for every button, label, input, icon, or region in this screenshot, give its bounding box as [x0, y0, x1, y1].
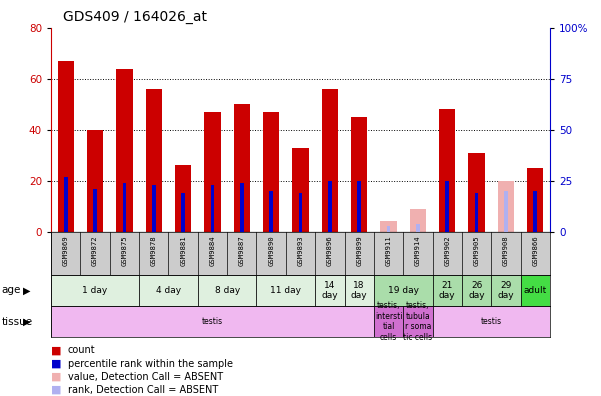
Text: 1 day: 1 day [82, 286, 108, 295]
Bar [293, 148, 308, 232]
Text: 21
day: 21 day [439, 281, 456, 300]
Bar [182, 193, 185, 232]
Text: GSM9884: GSM9884 [210, 235, 216, 266]
Bar [462, 275, 491, 306]
Bar [211, 185, 214, 232]
Bar [491, 275, 520, 306]
Text: percentile rank within the sample: percentile rank within the sample [68, 358, 233, 369]
Bar [263, 112, 279, 232]
Bar [374, 275, 433, 306]
Text: adult: adult [523, 286, 547, 295]
Bar [117, 69, 132, 232]
Bar [351, 117, 367, 232]
Text: rank, Detection Call = ABSENT: rank, Detection Call = ABSENT [68, 385, 218, 395]
Text: ■: ■ [51, 345, 61, 356]
Bar [123, 183, 126, 232]
Bar [240, 183, 243, 232]
Bar [475, 193, 478, 232]
Bar [344, 275, 374, 306]
Text: GSM9908: GSM9908 [503, 235, 509, 266]
Text: value, Detection Call = ABSENT: value, Detection Call = ABSENT [68, 371, 223, 382]
Bar [374, 306, 403, 337]
Bar [139, 275, 198, 306]
Bar [520, 275, 550, 306]
Text: 18
day: 18 day [351, 281, 367, 300]
Text: GSM9914: GSM9914 [415, 235, 421, 266]
Bar [504, 191, 508, 232]
Text: tissue: tissue [1, 316, 32, 327]
Bar [269, 191, 273, 232]
Bar [234, 104, 250, 232]
Text: GSM9899: GSM9899 [356, 235, 362, 266]
Bar [93, 189, 97, 232]
Bar [145, 89, 162, 232]
Text: 8 day: 8 day [215, 286, 240, 295]
Text: ■: ■ [51, 385, 61, 395]
Bar [315, 275, 344, 306]
Bar [534, 191, 537, 232]
Text: GSM9905: GSM9905 [474, 235, 480, 266]
Text: GSM9881: GSM9881 [180, 235, 186, 266]
Bar [527, 168, 543, 232]
Bar [58, 61, 74, 232]
Text: GSM9866: GSM9866 [532, 235, 538, 266]
Bar [328, 181, 332, 232]
Bar [469, 152, 484, 232]
Bar [152, 185, 156, 232]
Text: testis,
intersti
tial
cells: testis, intersti tial cells [375, 301, 402, 342]
Bar [433, 275, 462, 306]
Text: GSM9872: GSM9872 [92, 235, 98, 266]
Bar [257, 275, 315, 306]
Bar [198, 275, 257, 306]
Bar [445, 181, 449, 232]
Text: GSM9878: GSM9878 [151, 235, 157, 266]
Text: 14
day: 14 day [322, 281, 338, 300]
Text: 26
day: 26 day [468, 281, 485, 300]
Bar [439, 109, 456, 232]
Bar [87, 129, 103, 232]
Bar [204, 112, 221, 232]
Bar [433, 306, 550, 337]
Text: GSM9896: GSM9896 [327, 235, 333, 266]
Text: age: age [1, 286, 20, 295]
Text: ▶: ▶ [23, 316, 30, 327]
Bar [51, 306, 374, 337]
Bar [416, 223, 419, 232]
Text: testis: testis [481, 317, 502, 326]
Bar [322, 89, 338, 232]
Bar [299, 193, 302, 232]
Bar [498, 181, 514, 232]
Text: 4 day: 4 day [156, 286, 181, 295]
Bar [175, 166, 191, 232]
Bar [51, 275, 139, 306]
Text: testis: testis [202, 317, 223, 326]
Text: GDS409 / 164026_at: GDS409 / 164026_at [63, 10, 207, 24]
Bar [380, 221, 397, 232]
Text: GSM9875: GSM9875 [121, 235, 127, 266]
Text: 19 day: 19 day [388, 286, 419, 295]
Text: count: count [68, 345, 96, 356]
Text: testis,
tubula
r soma
tic cells: testis, tubula r soma tic cells [403, 301, 433, 342]
Text: ■: ■ [51, 358, 61, 369]
Text: 29
day: 29 day [498, 281, 514, 300]
Bar [64, 177, 67, 232]
Text: 11 day: 11 day [270, 286, 301, 295]
Text: GSM9890: GSM9890 [268, 235, 274, 266]
Text: GSM9887: GSM9887 [239, 235, 245, 266]
Text: ■: ■ [51, 371, 61, 382]
Bar [358, 181, 361, 232]
Text: GSM9893: GSM9893 [297, 235, 304, 266]
Bar [403, 306, 433, 337]
Text: GSM9911: GSM9911 [385, 235, 391, 266]
Text: ▶: ▶ [23, 286, 30, 295]
Text: GSM9869: GSM9869 [63, 235, 69, 266]
Text: GSM9902: GSM9902 [444, 235, 450, 266]
Bar [410, 209, 426, 232]
Bar [387, 226, 390, 232]
